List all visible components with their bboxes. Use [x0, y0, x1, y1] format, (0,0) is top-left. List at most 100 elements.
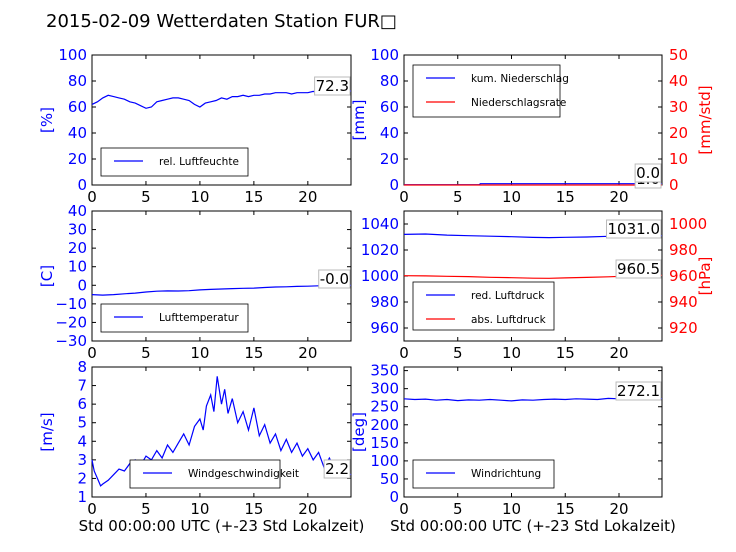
y-tick-label: 20	[380, 150, 399, 168]
y-tick-label: 0	[77, 176, 87, 194]
legend: Windrichtung	[412, 459, 555, 489]
last-value-label: 960.5	[617, 260, 660, 278]
y-tick-label: 150	[370, 434, 399, 452]
legend-entry: Lufttemperatur	[159, 312, 239, 324]
last-value-box	[323, 459, 351, 479]
y-right-tick-label: 50	[669, 46, 688, 64]
y-tick-label: 40	[68, 202, 87, 220]
y-right-tick-label: 20	[669, 124, 688, 142]
x-tick-label: 5	[453, 188, 463, 206]
y-axis-label: [%]	[38, 107, 56, 133]
x-tick-label: 15	[244, 500, 263, 518]
x-tick-label: 0	[87, 344, 97, 362]
y-tick-label: 100	[58, 46, 87, 64]
y-tick-label: 300	[370, 380, 399, 398]
x-tick-label: 20	[609, 188, 628, 206]
y-tick-label: 2	[77, 469, 87, 487]
last-value-box	[318, 269, 351, 289]
x-tick-label: 5	[141, 188, 151, 206]
legend-entry: Windgeschwindigkeit	[188, 468, 299, 480]
legend-box	[129, 459, 281, 489]
legend-entry: Windrichtung	[471, 468, 541, 480]
x-tick-label: 5	[141, 500, 151, 518]
x-tick-label: 15	[556, 188, 575, 206]
y-tick-label: 20	[68, 239, 87, 257]
y-tick-label: 80	[68, 72, 87, 90]
x-tick-label: 0	[399, 344, 409, 362]
x-tick-label: 10	[502, 500, 521, 518]
x-tick-label: 15	[556, 344, 575, 362]
subplot-humidity: 0 5 10 15 20 0 20 40 60 80 100 [%] 72.3 rel. Luftfeuc…	[38, 46, 352, 206]
y-right-tick-label: 10	[669, 150, 688, 168]
x-tick-label: 0	[87, 188, 97, 206]
y-tick-label: 7	[77, 377, 87, 395]
legend-entry: red. Luftdruck	[471, 290, 545, 302]
y-tick-label: 200	[370, 416, 399, 434]
series-line-0	[91, 90, 351, 109]
y-tick-label: 0	[77, 276, 87, 294]
last-value-label: 272.1	[617, 382, 660, 400]
series-line-0	[91, 376, 352, 487]
x-tick-label: 15	[244, 344, 263, 362]
y-tick-label: 40	[380, 124, 399, 142]
legend: Windgeschwindigkeit	[129, 459, 299, 489]
y-tick-label: 8	[77, 358, 87, 376]
subplot-pressure: 0 5 10 15 20 960 980 1000 1020 1040 920 940 960 980 10…	[361, 210, 714, 362]
x-tick-label: 5	[453, 344, 463, 362]
legend-box	[100, 147, 249, 177]
subplot-precipitation: 0 5 10 15 20 0 20 40 60 80 100 0 10 20 30 40 50 [mm] [mm/s…	[350, 46, 714, 206]
y-right-tick-label: 1000	[669, 215, 707, 233]
x-tick-label: 20	[298, 344, 317, 362]
x-tick-label: 20	[298, 500, 317, 518]
series-line-0	[91, 284, 352, 296]
legend: Lufttemperatur	[100, 303, 249, 333]
y-right-tick-label: 940	[669, 293, 698, 311]
x-tick-label: 20	[298, 188, 317, 206]
y-axis-label: [mm]	[350, 100, 368, 141]
x-tick-label: 5	[453, 500, 463, 518]
last-value-label: 72.3	[316, 77, 349, 95]
legend-box	[412, 64, 561, 118]
y-tick-label: 100	[370, 46, 399, 64]
y-right-tick-label: 960	[669, 267, 698, 285]
x-tick-label: 20	[609, 344, 628, 362]
legend-entry: rel. Luftfeuchte	[159, 156, 239, 168]
x-tick-label: 5	[141, 344, 151, 362]
y-right-axis-label: [mm/std]	[696, 85, 714, 154]
y-tick-label: 6	[77, 395, 87, 413]
x-tick-label: 10	[190, 344, 209, 362]
y-tick-label: 960	[370, 319, 399, 337]
x-tick-label: 10	[502, 188, 521, 206]
last-value-box	[634, 163, 662, 183]
y-tick-label: 40	[68, 124, 87, 142]
legend-box	[412, 459, 555, 489]
y-tick-label: 50	[380, 470, 399, 488]
figure-title: 2015-02-09 Wetterdaten Station FUR□	[46, 11, 397, 32]
y-tick-label: 20	[68, 150, 87, 168]
legend-box	[412, 281, 555, 331]
y-tick-label: 10	[68, 258, 87, 276]
y-tick-label: 3	[77, 451, 87, 469]
x-tick-label: 0	[399, 188, 409, 206]
y-tick-label: 0	[389, 488, 399, 506]
last-value-box	[606, 219, 662, 239]
x-tick-label: 0	[399, 500, 409, 518]
y-tick-label: 250	[370, 398, 399, 416]
y-right-tick-label: 30	[669, 98, 688, 116]
y-tick-label: 80	[380, 72, 399, 90]
legend-entry: abs. Luftdruck	[471, 314, 547, 326]
legend: rel. Luftfeuchte	[100, 147, 249, 177]
y-tick-label: 1040	[361, 215, 399, 233]
y-tick-label: 0	[389, 176, 399, 194]
y-tick-label: −30	[55, 332, 87, 350]
y-axis-label: [m/s]	[38, 412, 56, 451]
y-tick-label: 1000	[361, 267, 399, 285]
legend: kum. Niederschlag Niederschlagsrate	[412, 64, 569, 118]
y-tick-label: 60	[380, 98, 399, 116]
y-tick-label: 30	[68, 221, 87, 239]
y-tick-label: 1	[77, 488, 87, 506]
